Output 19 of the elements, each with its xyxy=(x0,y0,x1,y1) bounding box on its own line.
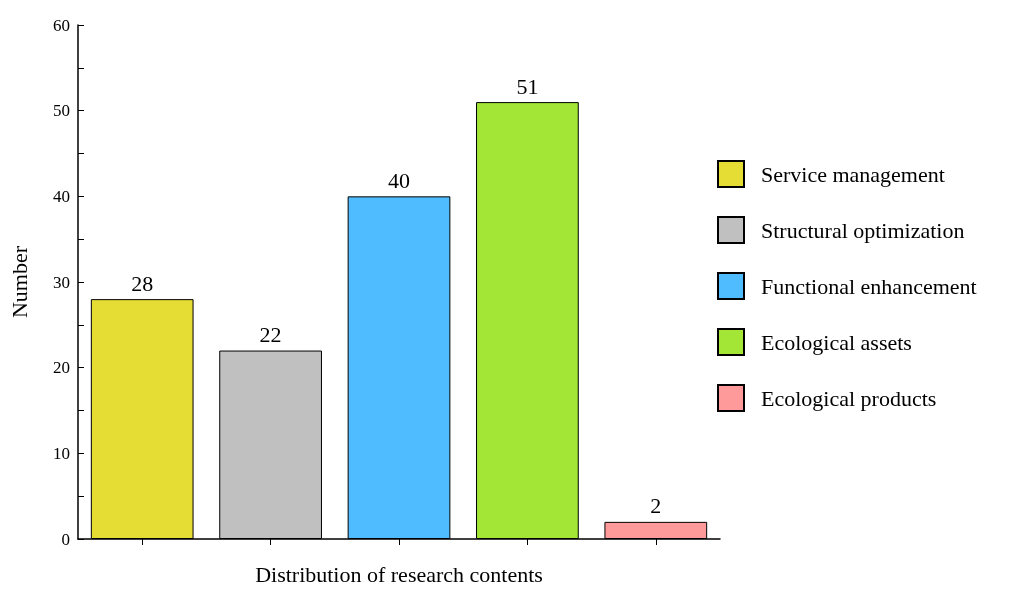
y-axis-title: Number xyxy=(6,245,32,319)
y-tick-label: 30 xyxy=(53,272,70,292)
x-axis-title: Distribution of research contents xyxy=(255,561,543,587)
data-label: 28 xyxy=(131,270,154,296)
y-tick-label: 50 xyxy=(53,101,70,121)
data-label: 2 xyxy=(650,493,662,519)
y-tick-label: 40 xyxy=(53,186,70,206)
data-label: 40 xyxy=(388,167,410,193)
legend-label: Ecological products xyxy=(761,385,937,411)
data-label: 22 xyxy=(259,322,282,348)
data-label: 51 xyxy=(516,73,539,99)
legend-label: Ecological assets xyxy=(761,329,912,355)
y-tick-label: 0 xyxy=(61,529,70,549)
legend-label: Service management xyxy=(761,161,945,187)
legend-label: Functional enhancement xyxy=(761,273,977,299)
y-tick-label: 60 xyxy=(53,15,70,35)
legend-label: Structural optimization xyxy=(761,217,965,243)
y-tick-label: 10 xyxy=(53,443,70,463)
y-tick-label: 20 xyxy=(53,358,70,378)
